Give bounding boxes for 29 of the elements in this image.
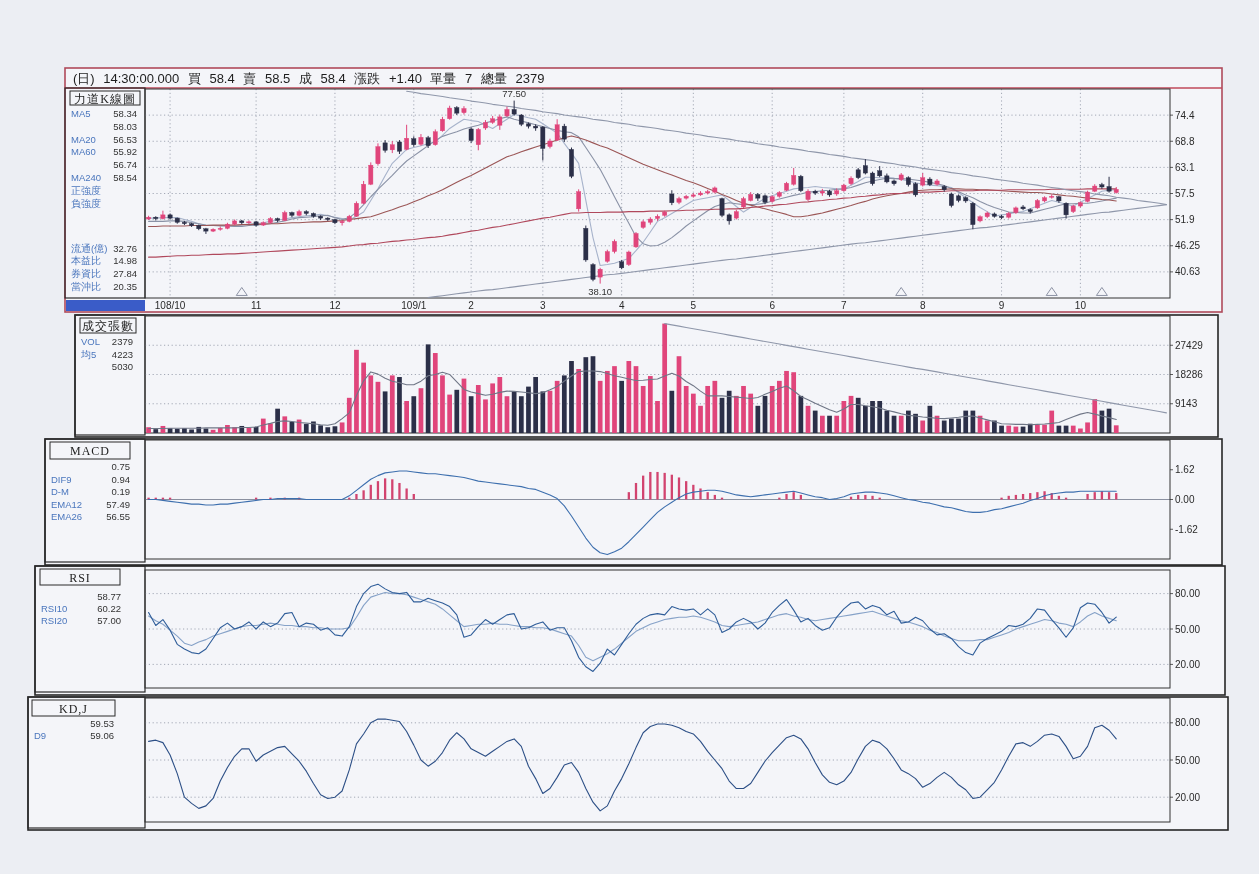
text: 5030: [111, 361, 133, 372]
legend-title: KD,J: [58, 701, 89, 716]
y-tick-label: 20.00: [1175, 791, 1201, 803]
text: 均5 4223: [81, 348, 133, 360]
y-tick-label: 20.00: [1175, 658, 1201, 670]
text: 0.75: [111, 461, 130, 472]
legend-title: RSI: [69, 570, 91, 585]
y-tick-label: 18286: [1175, 369, 1204, 380]
y-tick-label: 1.62: [1175, 464, 1195, 476]
text: D-M 0.19: [51, 486, 130, 497]
y-tick-label: 0.00: [1175, 494, 1195, 505]
y-tick-label: -1.62: [1175, 523, 1199, 535]
text: VOL 2379: [81, 336, 133, 347]
y-tick-label: 50.00: [1175, 623, 1201, 635]
text: RSI10 60.22: [41, 603, 121, 615]
y-tick-label: 50.00: [1175, 754, 1201, 766]
legend-title: 成交張數: [82, 319, 134, 333]
y-tick-label: 9143: [1175, 398, 1198, 410]
text: DIF9 0.94: [51, 473, 130, 485]
text: EMA12 57.49: [51, 498, 130, 510]
text: EMA26 56.55: [51, 511, 130, 522]
y-tick-label: 80.00: [1175, 717, 1201, 729]
y-tick-label: 80.00: [1175, 588, 1201, 600]
legend-title: MACD: [69, 444, 111, 458]
text: 58.77: [97, 591, 121, 602]
y-tick-label: 27429: [1175, 339, 1204, 351]
text: 59.53: [90, 718, 114, 729]
text: D9 59.06: [34, 730, 114, 742]
text: RSI20 57.00: [41, 615, 121, 627]
